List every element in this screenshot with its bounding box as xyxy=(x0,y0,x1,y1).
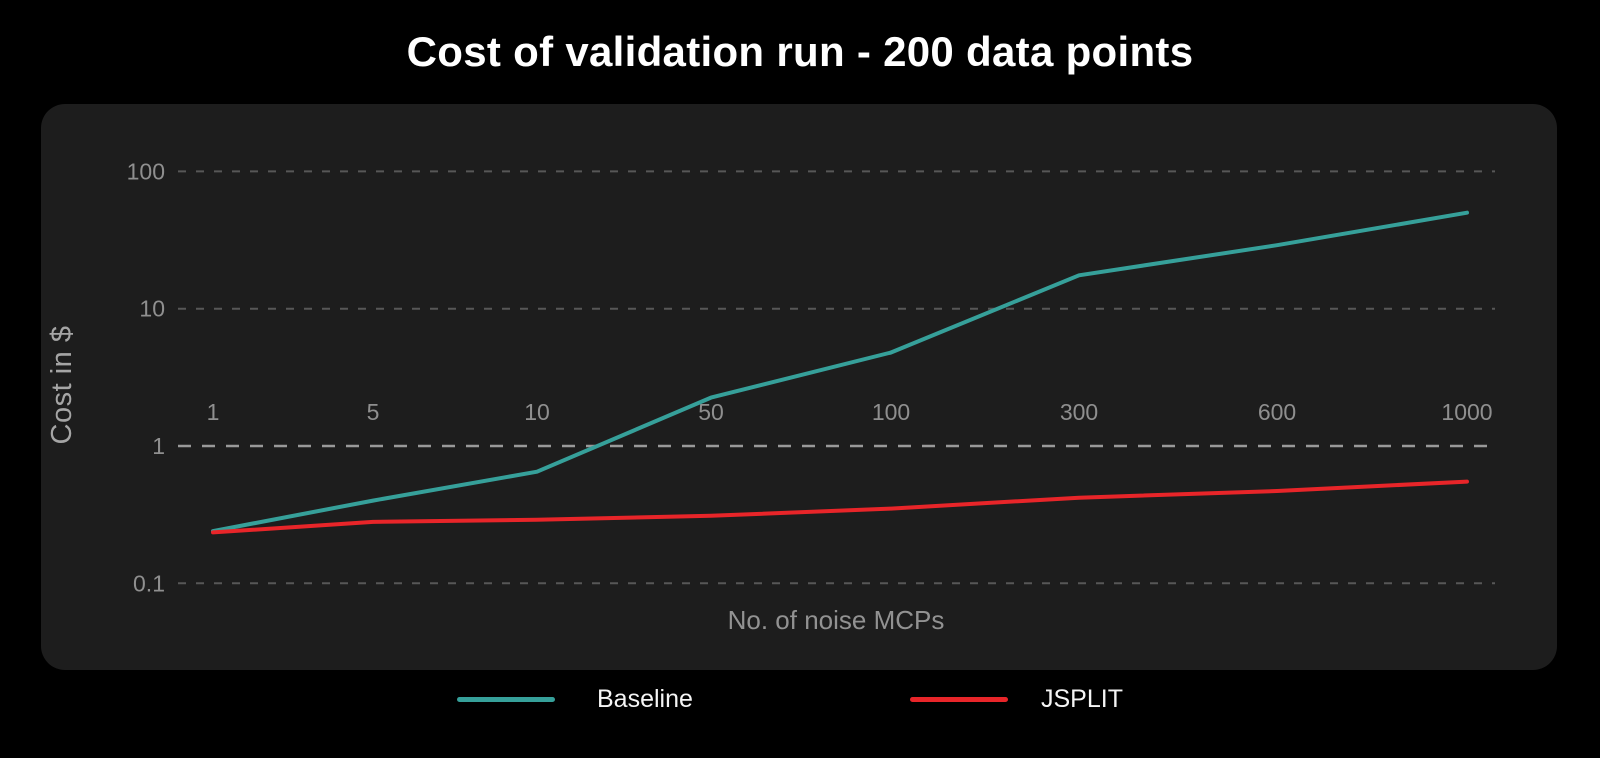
legend-label-baseline: Baseline xyxy=(597,684,693,713)
series-line-baseline xyxy=(211,210,1469,534)
y-tick-label: 1 xyxy=(152,433,165,459)
chart-panel: 1 5 10 50 100 300 600 1000 100 10 1 0.1 No. of noi… xyxy=(41,104,1557,670)
x-tick-label: 1 xyxy=(207,399,220,425)
legend-swatch-jsplit-icon xyxy=(910,696,1008,702)
legend-item-jsplit: JSPLIT xyxy=(910,678,1123,720)
x-tick-label: 100 xyxy=(872,399,910,425)
legend: Baseline JSPLIT xyxy=(0,678,1600,720)
y-axis-title: Cost in $ xyxy=(46,326,78,445)
y-tick-label: 0.1 xyxy=(133,570,165,596)
legend-swatch-baseline-icon xyxy=(457,696,555,702)
x-tick-label: 300 xyxy=(1060,399,1098,425)
x-tick-label: 600 xyxy=(1258,399,1296,425)
x-tick-label: 5 xyxy=(367,399,380,425)
y-tick-label: 100 xyxy=(127,158,165,184)
y-tick-label: 10 xyxy=(139,296,165,322)
chart-title: Cost of validation run - 200 data points xyxy=(406,28,1194,75)
series-line-jsplit xyxy=(211,479,1469,535)
x-tick-label: 1000 xyxy=(1441,399,1492,425)
legend-label-jsplit: JSPLIT xyxy=(1041,684,1123,713)
x-tick-labels: 1 5 10 50 100 300 600 1000 xyxy=(207,399,1493,425)
gridlines xyxy=(178,170,1495,585)
legend-item-baseline: Baseline xyxy=(457,678,693,720)
x-tick-label: 10 xyxy=(524,399,550,425)
series-lines xyxy=(211,210,1469,535)
x-axis-title: No. of noise MCPs xyxy=(728,605,945,635)
y-tick-labels: 100 10 1 0.1 xyxy=(127,158,165,596)
